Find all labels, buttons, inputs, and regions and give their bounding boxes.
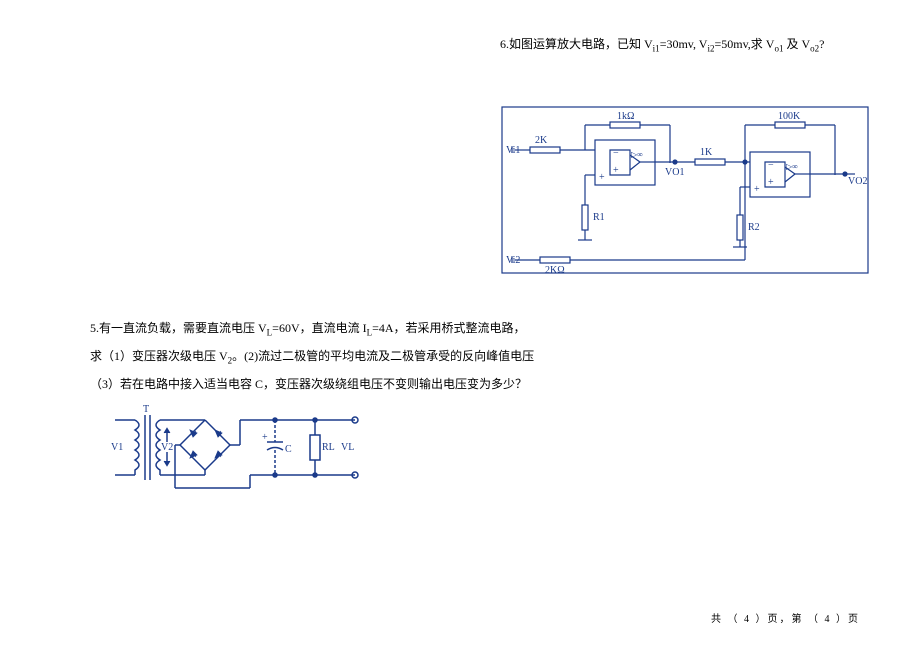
q5-l1b: =60V，直流电流 I [272,321,366,335]
svg-text:+: + [599,172,605,183]
q6-part1: 6.如图运算放大电路，已知 V [500,37,653,51]
svg-text:▷∞: ▷∞ [631,150,643,159]
svg-text:−: − [613,148,619,159]
q6-mid2: =50mv,求 V [714,37,774,51]
circuit-diagram-q5: T V1 V2 + C RL VL [105,400,375,495]
label-v1: V1 [111,442,123,453]
label-vo2: VO2 [848,176,867,187]
question-5-line2: 求（1）变压器次级电压 V2。(2)流过二极管的平均电流及二极管承受的反向峰值电… [90,348,534,367]
question-5-line1: 5.有一直流负载，需要直流电压 VL=60V，直流电流 IL=4A，若采用桥式整… [90,320,526,339]
svg-text:+: + [754,184,760,195]
label-vi1: Vi1 [506,145,520,156]
label-t: T [143,404,149,415]
q6-mid3: 及 V [783,37,810,51]
label-rl: RL [322,442,335,453]
question-5-line3: （3）若在电路中接入适当电容 C，变压器次级绕组电压不变则输出电压变为多少？ [90,376,527,393]
page: 6.如图运算放大电路，已知 Vi1=30mv, Vi2=50mv,求 Vo1 及… [0,0,920,650]
label-100k: 100K [778,111,801,122]
q5-l2a: 求（1）变压器次级电压 V [90,349,228,363]
q6-sub4: o2 [810,43,819,53]
rectifier-circuit-svg: T V1 V2 + C RL VL [105,400,375,495]
opamp-circuit-svg: 1kΩ 2K Vi1 VO1 R1 1K 100K VO2 R2 Vi2 2KΩ… [500,105,870,275]
label-r1: R1 [593,212,605,223]
label-vl: VL [341,442,354,453]
svg-text:+: + [613,165,619,176]
q6-mid1: =30mv, V [660,37,708,51]
page-footer: 共 （ 4 ）页，第 （ 4 ）页 [711,610,860,625]
svg-text:+: + [262,432,268,443]
q5-l3: （3）若在电路中接入适当电容 C，变压器次级绕组电压不变则输出电压变为多少？ [90,377,527,391]
label-2k: 2K [535,135,548,146]
svg-text:−: − [768,160,774,171]
label-vi2: Vi2 [506,255,520,266]
question-6-text: 6.如图运算放大电路，已知 Vi1=30mv, Vi2=50mv,求 Vo1 及… [500,35,824,53]
q6-sub1: i1 [653,43,660,53]
q5-l1c: =4A，若采用桥式整流电路， [372,321,525,335]
svg-text:+: + [768,177,774,188]
label-vo1: VO1 [665,167,684,178]
q5-l1a: 5.有一直流负载，需要直流电压 V [90,321,267,335]
label-1k: 1kΩ [617,111,634,122]
svg-text:▷∞: ▷∞ [786,162,798,171]
label-1k-mid: 1K [700,147,713,158]
label-2ko: 2KΩ [545,265,565,275]
footer-text: 共 （ 4 ）页，第 （ 4 ）页 [711,614,860,625]
q6-end: ? [819,37,824,51]
label-c: C [285,444,292,455]
circuit-diagram-q6: 1kΩ 2K Vi1 VO1 R1 1K 100K VO2 R2 Vi2 2KΩ… [500,105,870,275]
label-r2: R2 [748,222,760,233]
label-v2: V2 [161,442,173,453]
q5-l2b: 。(2)流过二极管的平均电流及二极管承受的反向峰值电压 [232,349,534,363]
